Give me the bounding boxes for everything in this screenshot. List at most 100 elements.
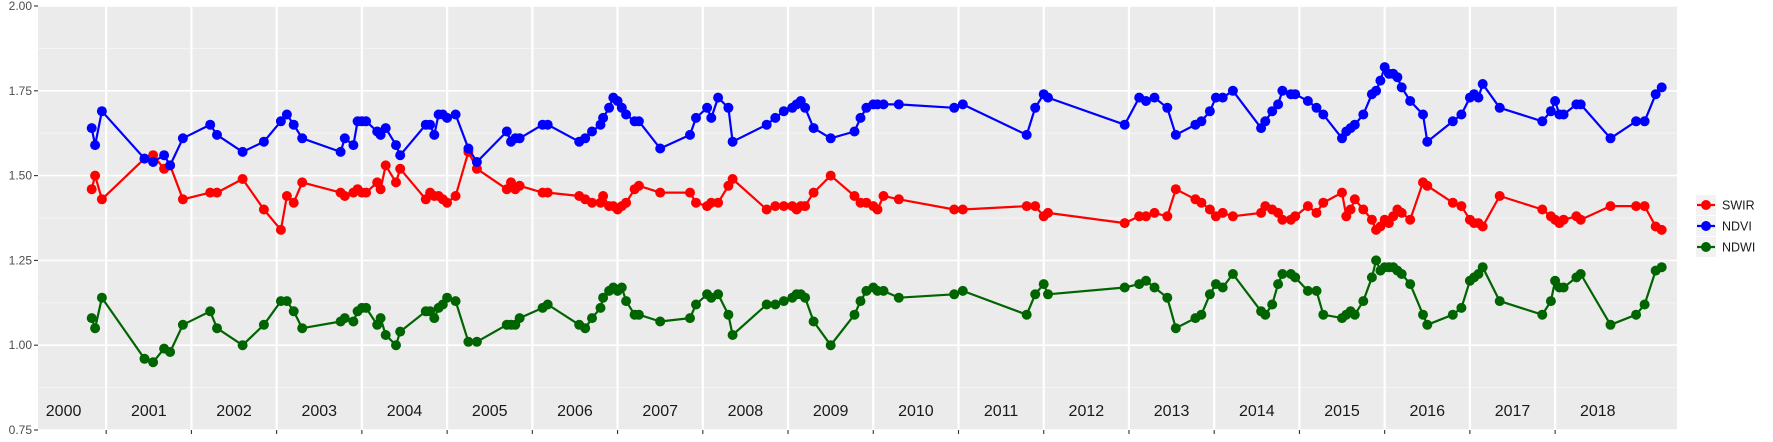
data-point-swir xyxy=(281,191,292,201)
data-point-ndwi xyxy=(471,336,482,347)
data-point-ndvi xyxy=(685,129,695,140)
data-point-ndvi xyxy=(1550,96,1561,106)
data-point-ndwi xyxy=(1267,299,1278,310)
data-point-swir xyxy=(1217,207,1228,218)
data-point-swir xyxy=(1656,224,1667,235)
data-point-ndvi xyxy=(348,140,359,151)
data-point-ndvi xyxy=(1418,109,1428,120)
data-point-ndvi xyxy=(1456,109,1467,120)
data-point-ndwi xyxy=(514,313,525,324)
data-point-ndvi xyxy=(800,102,811,113)
data-point-ndvi xyxy=(1273,99,1284,110)
data-point-swir xyxy=(633,180,644,191)
data-point-ndvi xyxy=(878,99,889,110)
data-point-ndwi xyxy=(621,296,632,307)
legend-item-swir: SWIR xyxy=(1696,195,1755,215)
series-ndwi xyxy=(86,255,1667,368)
data-point-ndvi xyxy=(1260,116,1271,127)
data-point-ndvi xyxy=(1290,89,1301,100)
data-point-ndwi xyxy=(1141,275,1151,286)
data-point-ndvi xyxy=(1545,106,1556,117)
data-point-ndwi xyxy=(542,299,553,310)
data-point-swir xyxy=(778,201,789,212)
legend-label: NDWI xyxy=(1722,241,1755,255)
data-point-ndvi xyxy=(1447,116,1458,127)
data-point-swir xyxy=(1290,211,1301,222)
legend-key-point xyxy=(1701,221,1711,231)
y-tick-label: 1.75 xyxy=(9,84,33,98)
data-point-ndvi xyxy=(1537,116,1548,127)
data-point-ndwi xyxy=(580,323,591,334)
data-point-ndwi xyxy=(258,319,269,330)
data-point-ndvi xyxy=(957,99,968,110)
data-point-ndvi xyxy=(177,133,188,144)
data-point-swir xyxy=(949,204,960,215)
data-point-ndvi xyxy=(1318,109,1329,120)
data-point-ndvi xyxy=(706,112,717,123)
data-point-ndwi xyxy=(1119,282,1130,293)
data-point-ndwi xyxy=(1605,319,1616,330)
legend-item-ndvi: NDVI xyxy=(1696,216,1752,236)
year-label: 2000 xyxy=(46,403,82,420)
data-point-ndwi xyxy=(808,316,819,327)
data-point-ndwi xyxy=(297,323,308,334)
data-point-ndwi xyxy=(1447,309,1458,320)
data-point-swir xyxy=(1477,221,1488,232)
y-tick-label: 1.00 xyxy=(9,338,33,352)
data-point-ndvi xyxy=(1558,109,1569,120)
year-label: 2013 xyxy=(1154,403,1190,420)
data-point-ndwi xyxy=(1162,292,1173,303)
data-point-swir xyxy=(391,177,401,188)
data-point-ndvi xyxy=(335,146,346,157)
data-point-ndvi xyxy=(1650,89,1661,100)
data-point-ndvi xyxy=(1473,92,1484,103)
data-point-swir xyxy=(1204,204,1215,215)
data-point-swir xyxy=(1141,211,1151,222)
data-point-swir xyxy=(450,191,461,201)
year-label: 2008 xyxy=(728,403,764,420)
data-point-ndwi xyxy=(361,302,372,313)
data-point-ndwi xyxy=(1311,285,1322,296)
data-point-swir xyxy=(1639,201,1650,212)
data-point-swir xyxy=(395,163,406,174)
series-layer xyxy=(86,62,1667,368)
data-point-ndwi xyxy=(90,323,101,334)
data-point-swir xyxy=(1277,214,1288,225)
data-point-swir xyxy=(1447,197,1458,208)
data-point-ndvi xyxy=(542,119,553,130)
data-point-swir xyxy=(1366,214,1377,225)
data-point-ndwi xyxy=(177,319,188,330)
data-point-ndvi xyxy=(339,133,350,144)
data-point-ndvi xyxy=(1170,129,1181,140)
data-point-ndvi xyxy=(1371,85,1382,96)
data-point-ndvi xyxy=(1631,116,1642,127)
data-point-ndwi xyxy=(1277,269,1288,279)
data-point-ndwi xyxy=(723,309,734,320)
data-point-ndwi xyxy=(1537,309,1548,320)
data-point-ndwi xyxy=(957,285,968,296)
legend-label: NDVI xyxy=(1722,220,1752,234)
data-point-swir xyxy=(1422,180,1433,191)
legend: SWIR NDVI NDWI xyxy=(1696,195,1755,257)
data-point-ndvi xyxy=(598,112,609,123)
data-point-ndvi xyxy=(391,140,401,151)
data-point-ndvi xyxy=(621,109,632,120)
data-point-ndwi xyxy=(1043,289,1053,300)
data-point-swir xyxy=(514,180,525,191)
data-point-swir xyxy=(361,187,372,198)
data-point-ndvi xyxy=(450,109,461,120)
legend-item-ndwi: NDWI xyxy=(1696,237,1755,257)
data-point-swir xyxy=(297,177,308,188)
data-point-ndvi xyxy=(761,119,772,130)
data-point-ndwi xyxy=(1349,309,1360,320)
y-tick-label: 0.75 xyxy=(9,423,33,437)
data-point-ndwi xyxy=(380,330,391,340)
data-point-swir xyxy=(587,197,597,208)
data-point-swir xyxy=(1162,211,1173,222)
data-point-ndwi xyxy=(1030,289,1041,300)
data-point-swir xyxy=(1227,211,1238,222)
year-label: 2016 xyxy=(1409,403,1445,420)
data-point-ndvi xyxy=(580,133,591,144)
